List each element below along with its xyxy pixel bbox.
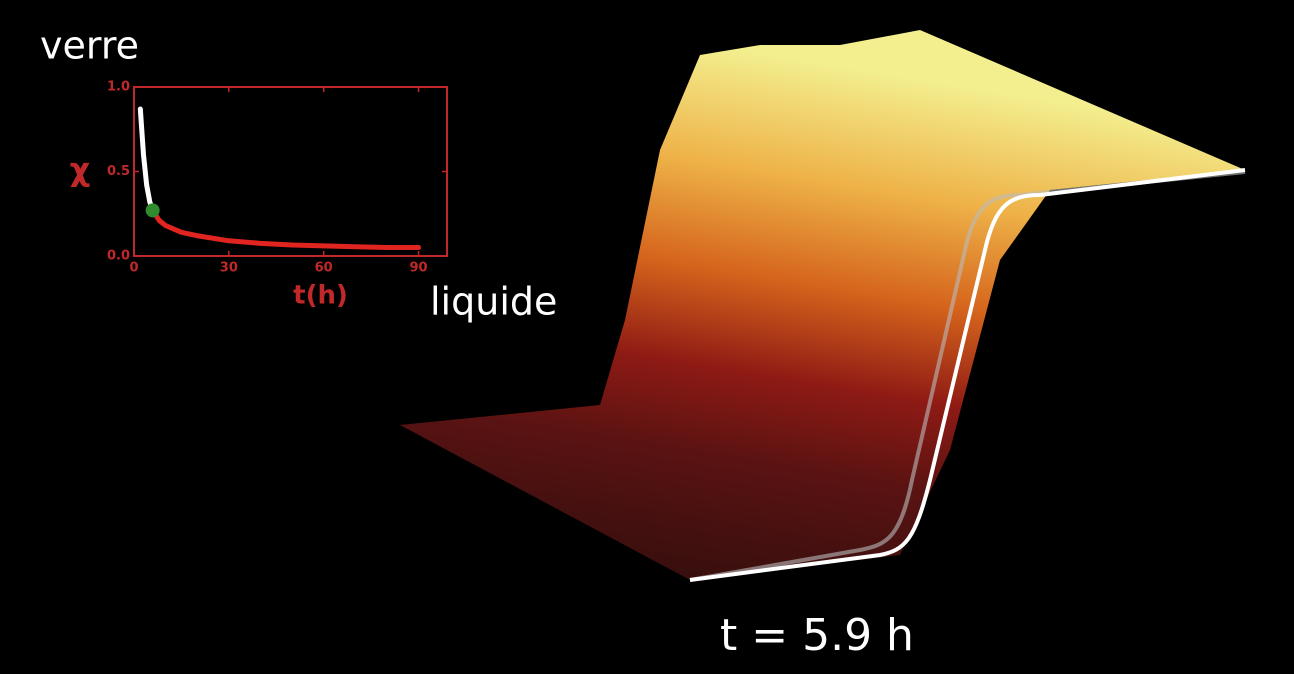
y-axis-label: χ — [70, 151, 91, 189]
series-line — [140, 109, 152, 210]
x-tick-label: 90 — [409, 261, 427, 276]
x-tick-label: 60 — [315, 261, 333, 276]
x-axis-label: t(h) — [293, 281, 348, 311]
y-tick-label: 0.0 — [107, 249, 130, 264]
page: {"labels": {"glass": "verre", "liquid": … — [0, 0, 1294, 674]
series-line — [153, 210, 419, 247]
liquid-label: liquide — [430, 280, 557, 324]
y-tick-label: 1.0 — [107, 80, 130, 95]
y-tick-label: 0.5 — [107, 164, 130, 179]
scene: verre liquide t = 5.9 h 0 30 60 90 0.0 0.5 1.0… — [0, 0, 1294, 674]
x-tick-label: 30 — [220, 261, 238, 276]
time-label: t = 5.9 h — [720, 610, 914, 661]
x-tick-label: 0 — [129, 261, 138, 276]
glass-label: verre — [40, 24, 139, 68]
current-point — [146, 203, 160, 217]
